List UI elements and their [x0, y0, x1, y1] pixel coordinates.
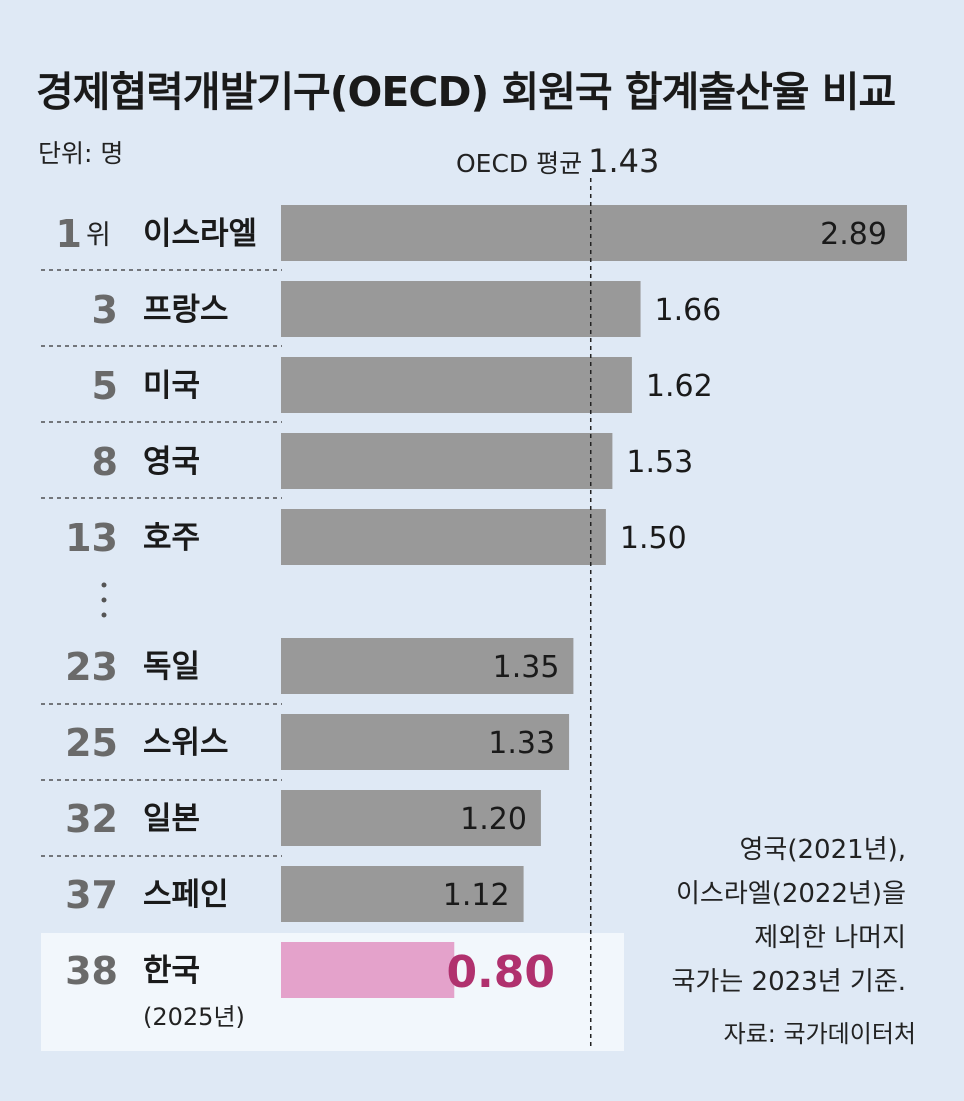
value-label: 1.35: [493, 650, 560, 685]
rank-number: 23: [65, 645, 118, 689]
rank-number: 5: [92, 364, 118, 408]
rank-number: 25: [65, 721, 118, 765]
value-label: 1.50: [620, 521, 687, 556]
average-value: 1.43: [588, 142, 660, 180]
value-label: 0.80: [446, 947, 555, 998]
country-label: 독일: [143, 649, 200, 685]
chart-title: 경제협력개발기구(OECD) 회원국 합계출산율 비교: [36, 68, 896, 116]
unit-label: 단위: 명: [38, 139, 124, 168]
average-label-text: OECD 평균: [456, 149, 583, 178]
average-label: OECD 평균 1.43: [456, 142, 659, 180]
country-label: 일본: [143, 801, 200, 837]
rank-number: 3: [92, 288, 118, 332]
value-label: 1.62: [646, 369, 713, 404]
country-label: 한국: [143, 953, 200, 989]
value-label: 1.53: [626, 445, 693, 480]
rank-number: 38: [65, 949, 118, 993]
footnote: 영국(2021년), 이스라엘(2022년)을 제외한 나머지 국가는 2023…: [606, 828, 906, 1004]
footnote-line: 제외한 나머지: [754, 923, 906, 953]
country-label: 프랑스: [143, 292, 229, 328]
bar: [281, 281, 641, 337]
country-label: 이스라엘: [143, 216, 257, 252]
footnote-line: 영국(2021년),: [739, 835, 906, 865]
ellipsis-dot: [101, 582, 107, 588]
country-label: 스위스: [143, 725, 229, 761]
bar: [281, 790, 541, 846]
rank-number: 37: [65, 873, 118, 917]
bar: [281, 714, 570, 770]
footnote-line: 국가는 2023년 기준.: [671, 967, 906, 997]
bar: [281, 942, 455, 998]
country-label: 영국: [143, 444, 200, 480]
bar: [281, 638, 574, 694]
value-label: 1.33: [488, 726, 555, 761]
country-sublabel: (2025년): [143, 1003, 245, 1031]
value-label: 1.66: [655, 293, 722, 328]
bar: [281, 205, 907, 261]
value-label: 1.20: [460, 802, 527, 837]
value-label: 2.89: [820, 217, 887, 252]
ellipsis-dot: [101, 612, 107, 618]
bar: [281, 357, 632, 413]
country-label: 스페인: [143, 877, 229, 913]
bar: [281, 866, 524, 922]
bar: [281, 509, 606, 565]
rank-number: 32: [65, 797, 118, 841]
source-label: 자료: 국가데이터처: [723, 1020, 916, 1048]
bar: [281, 433, 613, 489]
rank-suffix: 위: [86, 220, 111, 251]
country-label: 호주: [143, 520, 200, 556]
country-label: 미국: [143, 368, 200, 404]
ellipsis-dot: [101, 597, 107, 603]
rank-number: 8: [92, 440, 118, 484]
footnote-line: 이스라엘(2022년)을: [676, 879, 906, 909]
rank-number: 1: [56, 212, 82, 256]
value-label: 1.12: [443, 878, 510, 913]
rank-number: 13: [65, 516, 118, 560]
